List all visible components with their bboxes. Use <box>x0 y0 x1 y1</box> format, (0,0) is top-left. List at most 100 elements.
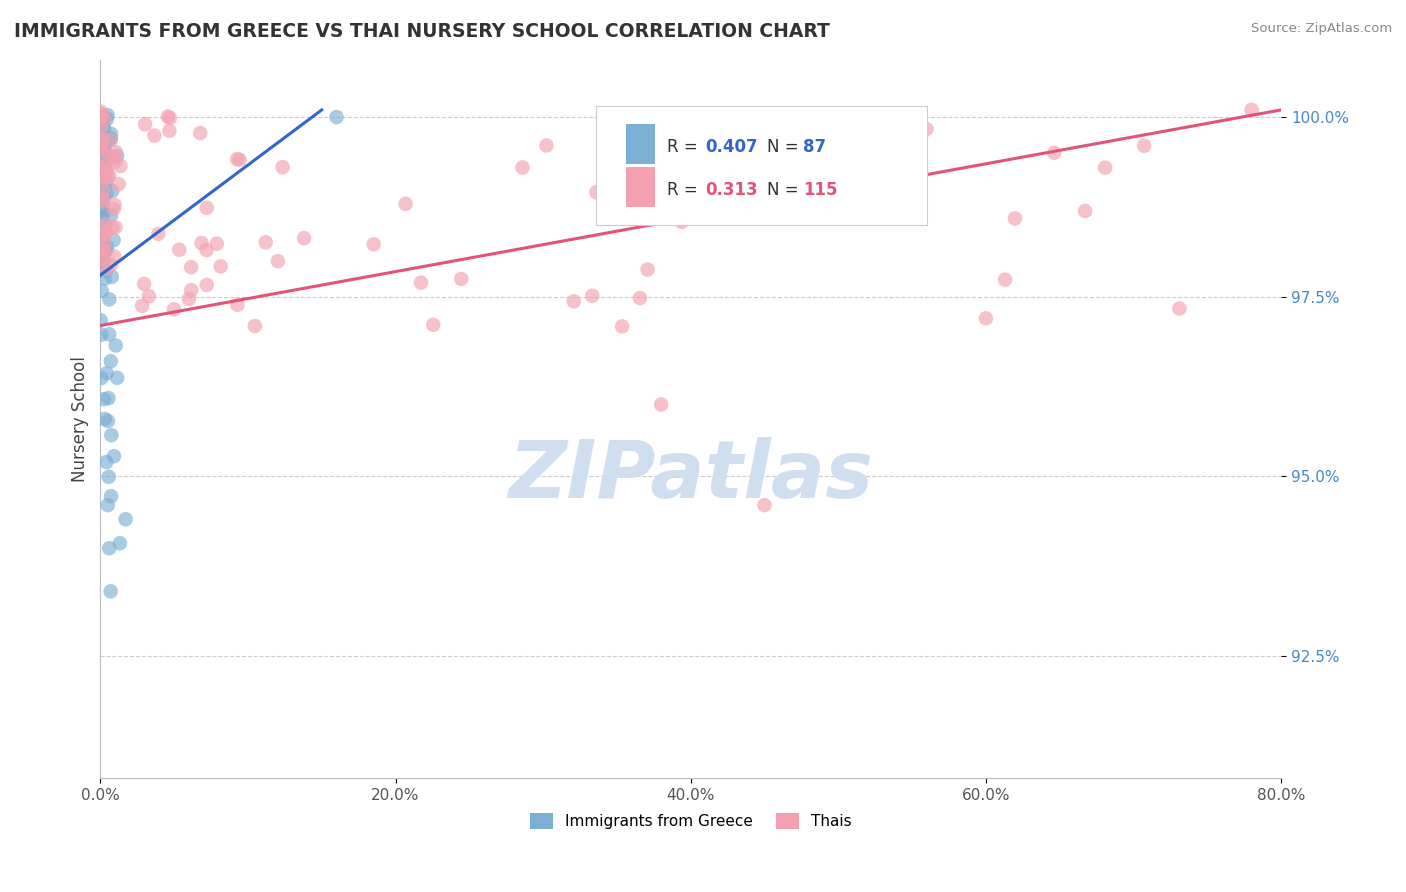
Point <box>148 227 170 241</box>
Point <box>159 124 181 138</box>
Point <box>188 126 211 140</box>
Point <box>159 111 181 125</box>
Point <box>96 164 118 178</box>
Point <box>650 398 672 412</box>
Point <box>90 212 112 227</box>
Point <box>91 182 114 196</box>
Point <box>195 201 218 215</box>
Point <box>91 183 114 197</box>
Point <box>422 318 444 332</box>
Point <box>91 120 114 134</box>
Point <box>100 428 122 442</box>
Point <box>114 512 136 526</box>
Bar <box>626 124 655 164</box>
Point <box>93 180 115 194</box>
FancyBboxPatch shape <box>596 106 927 225</box>
Point <box>536 138 558 153</box>
Point <box>91 190 114 204</box>
Point <box>97 498 120 512</box>
Point <box>89 160 111 174</box>
Point <box>110 159 132 173</box>
Point <box>228 153 250 167</box>
Point <box>97 108 120 122</box>
Point <box>163 302 186 317</box>
Point <box>91 134 114 148</box>
Point <box>100 489 122 503</box>
Text: Source: ZipAtlas.com: Source: ZipAtlas.com <box>1251 22 1392 36</box>
Point <box>132 277 155 291</box>
Point <box>156 110 179 124</box>
Point <box>1133 138 1156 153</box>
Point <box>96 186 118 201</box>
Point <box>205 236 228 251</box>
Point <box>108 536 131 550</box>
Point <box>100 258 122 272</box>
Point <box>409 276 432 290</box>
Point <box>180 260 202 275</box>
Point <box>94 136 117 151</box>
Point <box>90 313 112 327</box>
Point <box>94 226 117 240</box>
Point <box>1043 145 1066 160</box>
Point <box>93 191 115 205</box>
Text: IMMIGRANTS FROM GREECE VS THAI NURSERY SCHOOL CORRELATION CHART: IMMIGRANTS FROM GREECE VS THAI NURSERY S… <box>14 22 830 41</box>
Point <box>103 202 125 216</box>
Point <box>91 227 114 242</box>
Point <box>93 163 115 178</box>
Text: N =: N = <box>768 138 804 156</box>
Text: 0.313: 0.313 <box>704 181 758 200</box>
Text: R =: R = <box>666 138 703 156</box>
Point <box>363 237 385 252</box>
Point <box>91 134 114 148</box>
Point <box>104 198 127 212</box>
Point <box>209 260 232 274</box>
Point <box>97 414 120 428</box>
Point <box>267 254 290 268</box>
Point <box>98 327 121 342</box>
Point <box>104 145 127 159</box>
Point <box>90 202 112 216</box>
Point <box>100 209 122 223</box>
Point <box>90 253 112 268</box>
Point <box>97 169 120 184</box>
Point <box>195 243 218 257</box>
Point <box>90 207 112 221</box>
Point <box>90 252 112 267</box>
Point <box>1074 204 1097 219</box>
Point <box>98 169 121 183</box>
Point <box>254 235 277 250</box>
Point <box>94 412 117 426</box>
Point <box>91 112 114 126</box>
Point <box>103 249 125 263</box>
Point <box>562 294 585 309</box>
Point <box>131 299 153 313</box>
Point <box>226 152 249 166</box>
Point <box>93 252 115 267</box>
Text: ZIPatlas: ZIPatlas <box>508 437 873 516</box>
Point <box>610 319 633 334</box>
Bar <box>626 168 655 207</box>
Text: 115: 115 <box>803 181 838 200</box>
Point <box>103 449 125 463</box>
Point <box>90 284 112 298</box>
Point <box>90 170 112 185</box>
Point <box>180 283 202 297</box>
Point <box>177 292 200 306</box>
Point <box>91 154 114 169</box>
Point <box>103 233 125 247</box>
Point <box>104 155 127 169</box>
Point <box>97 391 120 405</box>
Point <box>101 269 124 284</box>
Point <box>703 149 725 163</box>
Point <box>94 157 117 171</box>
Point <box>89 142 111 156</box>
Point <box>93 112 115 126</box>
Point <box>96 367 118 381</box>
Text: 0.407: 0.407 <box>704 138 758 156</box>
Point <box>94 175 117 189</box>
Point <box>394 196 416 211</box>
Point <box>606 173 628 187</box>
Text: 87: 87 <box>803 138 825 156</box>
Point <box>90 142 112 156</box>
Point <box>91 207 114 221</box>
